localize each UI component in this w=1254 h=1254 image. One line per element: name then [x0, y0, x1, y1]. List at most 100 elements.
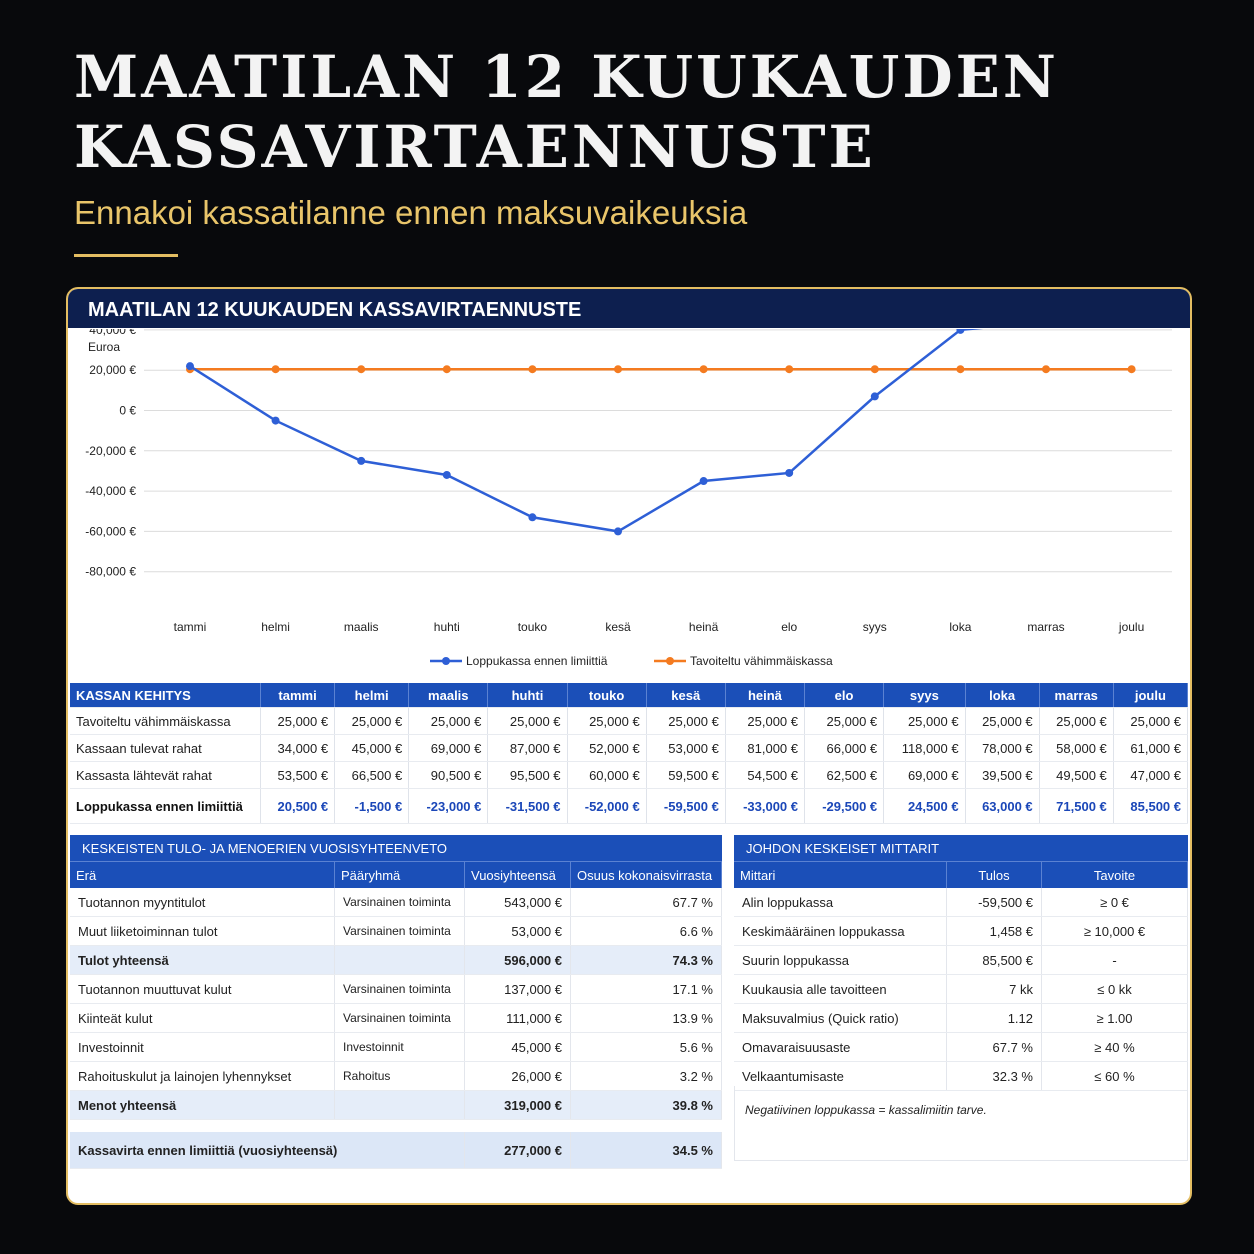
monthly-cell: 60,000 € — [567, 761, 647, 789]
data-point — [956, 365, 965, 374]
monthly-cell: 49,500 € — [1039, 761, 1114, 789]
kpi-metric: Velkaantumisaste — [734, 1061, 947, 1091]
data-point — [614, 365, 622, 374]
month-header: helmi — [334, 683, 410, 708]
month-header: heinä — [725, 683, 806, 708]
kpi-metric: Omavaraisuusaste — [734, 1032, 947, 1062]
kpi-target: ≥ 0 € — [1041, 888, 1188, 917]
legend-label: Tavoiteltu vähimmäiskassa — [690, 654, 833, 668]
monthly-cell: 59,500 € — [646, 761, 726, 789]
cashflow-total-share: 34.5 % — [570, 1132, 722, 1169]
summary-col-era: Erä — [70, 861, 335, 888]
summary-group: Varsinainen toiminta — [334, 916, 465, 946]
cashflow-total-label: Kassavirta ennen limiittiä (vuosiyhteens… — [70, 1132, 465, 1169]
summary-row: Tuotannon myyntitulot Varsinainen toimint… — [70, 888, 722, 917]
data-point — [870, 392, 879, 401]
data-point — [1127, 365, 1136, 374]
monthly-cell: 45,000 € — [334, 734, 410, 762]
gold-divider — [74, 254, 178, 257]
x-tick-label: helmi — [261, 620, 290, 634]
kpi-row: Suurin loppukassa 85,500 € - — [734, 945, 1188, 975]
data-point — [357, 365, 366, 374]
kpi-table-title: JOHDON KESKEISET MITTARIT — [734, 835, 1188, 862]
kpi-row: Kuukausia alle tavoitteen 7 kk ≤ 0 kk — [734, 974, 1188, 1004]
month-header: syys — [883, 683, 966, 708]
data-point — [870, 365, 879, 374]
data-point — [271, 365, 280, 374]
summary-item: Menot yhteensä — [70, 1090, 335, 1120]
data-point — [442, 365, 451, 374]
monthly-cell: 25,000 € — [646, 707, 726, 735]
cashflow-total-value: 277,000 € — [464, 1132, 571, 1169]
data-point — [785, 468, 794, 477]
x-tick-label: maalis — [344, 620, 379, 634]
monthly-cell: -52,000 € — [567, 788, 647, 824]
data-point — [956, 329, 965, 334]
month-header: tammi — [260, 683, 336, 708]
monthly-cell: 118,000 € — [883, 734, 966, 762]
x-tick-label: tammi — [174, 620, 207, 634]
x-tick-label: loka — [949, 620, 971, 634]
y-tick-label: -40,000 € — [85, 484, 136, 498]
summary-annual: 137,000 € — [464, 974, 571, 1004]
kpi-metric: Maksuvalmius (Quick ratio) — [734, 1003, 947, 1033]
kpi-target: ≥ 1.00 — [1041, 1003, 1188, 1033]
kpi-result: 1,458 € — [946, 916, 1042, 946]
card-title: MAATILAN 12 KUUKAUDEN KASSAVIRTAENNUSTE — [68, 289, 1190, 328]
monthly-row: Loppukassa ennen limiittiä 20,500 € -1,500… — [70, 788, 1189, 824]
monthly-cash-table: KASSAN KEHITYS tammi helmi maalis huhti touk… — [70, 683, 1189, 824]
data-point — [186, 362, 194, 371]
summary-item: Tuotannon myyntitulot — [70, 888, 335, 917]
monthly-cell: 61,000 € — [1113, 734, 1189, 762]
month-header: marras — [1039, 683, 1114, 708]
month-header: joulu — [1113, 683, 1189, 708]
summary-row: Rahoituskulut ja lainojen lyhennykset Rah… — [70, 1061, 722, 1091]
monthly-row-label: Kassasta lähtevät rahat — [70, 761, 261, 789]
x-tick-label: heinä — [689, 620, 719, 634]
monthly-cell: 34,000 € — [260, 734, 336, 762]
monthly-cell: 66,000 € — [804, 734, 885, 762]
kpi-target: - — [1041, 945, 1188, 975]
page-title: MAATILAN 12 KUUKAUDEN KASSAVIRTAENNUSTE — [74, 42, 1174, 182]
month-header: kesä — [646, 683, 726, 708]
data-point — [528, 513, 537, 522]
monthly-cell: 25,000 € — [334, 707, 410, 735]
monthly-row: Kassasta lähtevät rahat 53,500 €66,500 €9… — [70, 761, 1189, 789]
monthly-cell: 25,000 € — [408, 707, 489, 735]
monthly-cell: 87,000 € — [487, 734, 568, 762]
kpi-col-result: Tulos — [946, 861, 1042, 888]
summary-group: Varsinainen toiminta — [334, 888, 465, 917]
monthly-cell: 25,000 € — [883, 707, 966, 735]
monthly-cell: 25,000 € — [965, 707, 1040, 735]
summary-group: Investoinnit — [334, 1032, 465, 1062]
data-point — [699, 365, 708, 374]
monthly-cell: 25,000 € — [487, 707, 568, 735]
monthly-cell: 20,500 € — [260, 788, 336, 824]
data-point — [442, 470, 451, 479]
data-point — [785, 365, 794, 374]
monthly-cell: -31,500 € — [487, 788, 568, 824]
data-point — [271, 416, 280, 425]
legend-marker — [442, 657, 450, 665]
x-tick-label: joulu — [1118, 620, 1144, 634]
monthly-cell: -33,000 € — [725, 788, 806, 824]
summary-row: Muut liiketoiminnan tulot Varsinainen toi… — [70, 916, 722, 946]
monthly-cell: 39,500 € — [965, 761, 1040, 789]
monthly-cell: 53,000 € — [646, 734, 726, 762]
data-point — [614, 527, 622, 536]
monthly-row-label: Tavoiteltu vähimmäiskassa — [70, 707, 261, 735]
kpi-metric: Suurin loppukassa — [734, 945, 947, 975]
monthly-row: Tavoiteltu vähimmäiskassa 25,000 €25,000 … — [70, 707, 1189, 735]
kpi-col-target: Tavoite — [1041, 861, 1188, 888]
kpi-result: 85,500 € — [946, 945, 1042, 975]
summary-share: 17.1 % — [570, 974, 722, 1004]
monthly-cell: 71,500 € — [1039, 788, 1114, 824]
y-axis-label: Euroa — [88, 340, 120, 354]
monthly-cell: 69,000 € — [883, 761, 966, 789]
summary-table-title: KESKEISTEN TULO- JA MENOERIEN VUOSISYHTE… — [70, 835, 722, 862]
monthly-cell: 47,000 € — [1113, 761, 1189, 789]
kpi-metric: Kuukausia alle tavoitteen — [734, 974, 947, 1004]
summary-item: Tuotannon muuttuvat kulut — [70, 974, 335, 1004]
monthly-cell: 58,000 € — [1039, 734, 1114, 762]
legend-marker — [666, 657, 674, 665]
